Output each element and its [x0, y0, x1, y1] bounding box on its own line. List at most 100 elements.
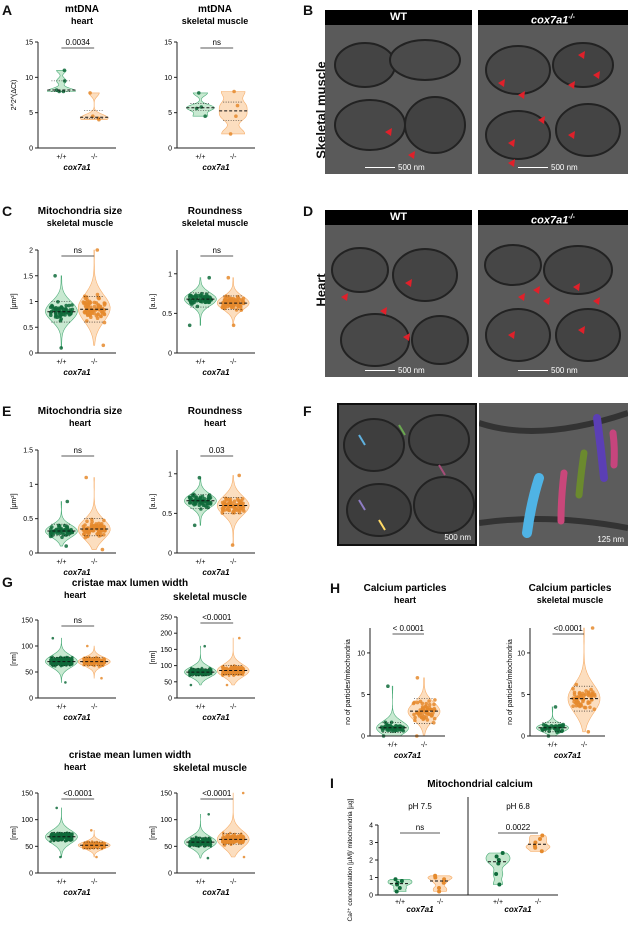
y-tick-label: 0 [168, 351, 172, 358]
red-arrow [408, 151, 415, 159]
data-point [223, 671, 227, 675]
y-tick-label: 0.5 [23, 516, 33, 523]
red-arrow [578, 326, 585, 334]
data-point [386, 684, 390, 688]
chart-title: Calcium particles [529, 583, 612, 594]
data-point [58, 834, 62, 837]
data-point [197, 842, 200, 846]
data-point [230, 665, 234, 669]
header-bar: cox7a1-/- [478, 10, 628, 27]
y-tick-label: 5 [361, 692, 365, 699]
y-tick-label: 0 [29, 351, 33, 358]
data-point [64, 839, 67, 843]
axes: 0 5 10 15 [25, 40, 116, 153]
chart-title: skeletal muscle [173, 763, 247, 774]
em-image-ko-heart: cox7a1-/- 500 nm [478, 210, 628, 377]
red-arrow [518, 91, 525, 99]
x-axis-label: cox7a1 [504, 905, 532, 914]
axes: 0 50 100 150 [21, 791, 116, 878]
data-point [231, 305, 236, 310]
y-tick-label: 0 [29, 871, 33, 878]
x-tick-label: -/- [581, 742, 588, 749]
data-point [86, 534, 90, 539]
red-arrow [538, 116, 545, 124]
data-point [193, 837, 197, 841]
x-tick-label: -/- [91, 704, 98, 711]
data-point [53, 274, 57, 278]
significance-label: <0.0001 [202, 789, 232, 798]
data-point [86, 526, 90, 531]
axes: 0 1 2 3 4 [369, 823, 558, 900]
data-point [209, 839, 212, 842]
chart-subtitle: heart [71, 16, 93, 26]
data-point [420, 712, 425, 717]
data-point [588, 705, 592, 710]
y-axis-label: no of particles/mitochondria [345, 639, 352, 725]
x-tick-label: +/+ [195, 359, 205, 366]
data-point [413, 718, 417, 723]
data-point [199, 507, 203, 511]
data-point [92, 304, 97, 309]
violin-wt [45, 501, 78, 547]
data-point [220, 500, 225, 505]
crista-purple [593, 414, 608, 482]
scalebar: 500 nm [518, 366, 578, 375]
data-point [97, 660, 101, 664]
significance-label: ns [416, 823, 424, 832]
violin-ko [567, 627, 601, 733]
significance-label: 0.03 [209, 446, 225, 455]
data-point [496, 861, 501, 866]
red-arrow [380, 307, 387, 315]
data-point [583, 692, 588, 697]
red-arrow [508, 159, 515, 167]
data-point [49, 840, 52, 843]
x-tick-label: -/- [91, 359, 98, 366]
y-tick-label: 0.5 [23, 325, 33, 332]
y-tick-label: 1 [168, 271, 172, 278]
data-point [197, 503, 202, 508]
data-point [532, 844, 537, 848]
data-point [187, 323, 192, 328]
data-point [64, 544, 68, 548]
x-tick-label: -/- [421, 742, 428, 749]
x-tick-label: -/- [91, 154, 98, 161]
data-point [235, 497, 240, 501]
y-tick-label: 2 [29, 248, 33, 255]
x-tick-label: +/+ [547, 742, 557, 749]
chart-title: cristae mean lumen width [69, 750, 191, 761]
data-point [203, 300, 208, 305]
data-point [234, 308, 239, 312]
y-tick-label: 100 [160, 663, 172, 670]
data-point [194, 495, 198, 499]
data-point [586, 700, 590, 704]
significance-label: <0.0001 [554, 624, 584, 633]
y-tick-label: 50 [164, 844, 172, 851]
y-tick-label: 100 [160, 817, 172, 824]
data-point [233, 839, 236, 842]
data-point [242, 855, 246, 859]
y-axis-label: [a.u.] [150, 294, 157, 310]
data-point [437, 886, 441, 890]
data-point [100, 547, 105, 552]
x-tick-label: -/- [230, 359, 237, 366]
y-tick-label: 0 [168, 551, 172, 558]
data-point [591, 690, 595, 694]
data-point [197, 673, 201, 677]
scalebar: 125 nm [597, 535, 624, 544]
y-tick-label: 0 [168, 871, 172, 878]
data-point [99, 314, 103, 318]
data-point [92, 300, 97, 305]
panel-letter-G: G [2, 574, 13, 590]
crista-blue [522, 473, 544, 538]
data-point [226, 275, 231, 280]
data-point [56, 523, 61, 528]
y-tick-label: 1 [369, 875, 373, 882]
data-point [188, 669, 191, 672]
data-point [549, 724, 554, 728]
data-point [94, 657, 98, 660]
y-tick-label: 150 [21, 618, 33, 625]
y-tick-label: 0.5 [162, 511, 172, 518]
data-point [240, 665, 243, 668]
crista-olive [575, 449, 588, 499]
